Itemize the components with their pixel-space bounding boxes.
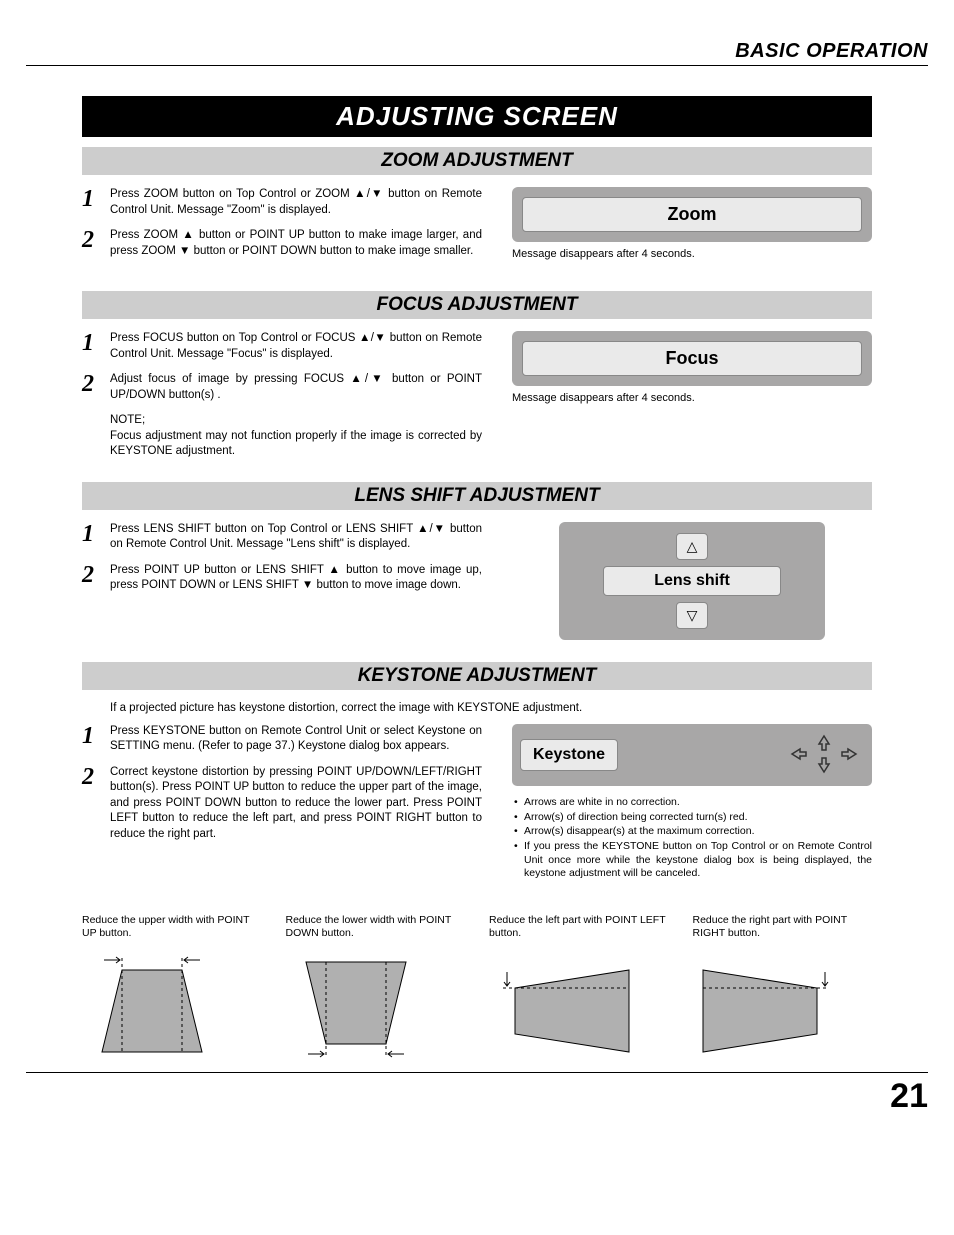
page-number: 21 [26, 1072, 928, 1116]
focus-note: Focus adjustment may not function proper… [110, 430, 482, 458]
keystone-bullet: If you press the KEYSTONE button on Top … [524, 840, 872, 881]
zoom-step2: Press ZOOM ▲ button or POINT UP button t… [110, 228, 482, 259]
keystone-osd: Keystone [512, 724, 872, 786]
focus-note-label: NOTE; [110, 414, 145, 426]
step-number: 1 [82, 724, 98, 755]
keystone-arrows-icon [784, 732, 864, 778]
zoom-osd: Zoom [512, 187, 872, 242]
diagram-label: Reduce the upper width with POINT UP but… [82, 914, 262, 942]
keystone-intro: If a projected picture has keystone dist… [110, 702, 872, 714]
trapezoid-right-icon [693, 952, 843, 1062]
step-number: 1 [82, 187, 98, 218]
lens-osd-label: Lens shift [603, 566, 781, 596]
section-header: BASIC OPERATION [26, 40, 928, 66]
focus-heading: FOCUS ADJUSTMENT [82, 291, 872, 319]
keystone-bullet: Arrow(s) disappear(s) at the maximum cor… [524, 825, 872, 839]
step-number: 2 [82, 372, 98, 403]
zoom-osd-caption: Message disappears after 4 seconds. [512, 248, 872, 260]
trapezoid-down-icon [286, 952, 426, 1062]
keystone-bullet: Arrow(s) of direction being corrected tu… [524, 811, 872, 825]
step-number: 1 [82, 522, 98, 553]
keystone-notes: Arrows are white in no correction. Arrow… [512, 796, 872, 881]
keystone-step1: Press KEYSTONE button on Remote Control … [110, 724, 482, 755]
lens-step1: Press LENS SHIFT button on Top Control o… [110, 522, 482, 553]
lens-osd: △ Lens shift ▽ [559, 522, 825, 640]
focus-osd: Focus [512, 331, 872, 386]
diagram-label: Reduce the left part with POINT LEFT but… [489, 914, 669, 942]
trapezoid-up-icon [82, 952, 222, 1062]
keystone-osd-label: Keystone [520, 739, 618, 771]
keystone-step2: Correct keystone distortion by pressing … [110, 765, 482, 843]
lens-heading: LENS SHIFT ADJUSTMENT [82, 482, 872, 510]
zoom-heading: ZOOM ADJUSTMENT [82, 147, 872, 175]
keystone-diagrams: Reduce the upper width with POINT UP but… [82, 914, 872, 1062]
triangle-up-icon: △ [676, 533, 709, 560]
step-number: 1 [82, 331, 98, 362]
focus-osd-label: Focus [522, 341, 862, 376]
page-title: ADJUSTING SCREEN [82, 96, 872, 137]
focus-osd-caption: Message disappears after 4 seconds. [512, 392, 872, 404]
focus-step1: Press FOCUS button on Top Control or FOC… [110, 331, 482, 362]
step-number: 2 [82, 563, 98, 594]
lens-step2: Press POINT UP button or LENS SHIFT ▲ bu… [110, 563, 482, 594]
focus-step2: Adjust focus of image by pressing FOCUS … [110, 372, 482, 403]
diagram-label: Reduce the right part with POINT RIGHT b… [693, 914, 873, 942]
step-number: 2 [82, 228, 98, 259]
step-number: 2 [82, 765, 98, 843]
keystone-bullet: Arrows are white in no correction. [524, 796, 872, 810]
triangle-down-icon: ▽ [676, 602, 709, 629]
zoom-step1: Press ZOOM button on Top Control or ZOOM… [110, 187, 482, 218]
diagram-label: Reduce the lower width with POINT DOWN b… [286, 914, 466, 942]
trapezoid-left-icon [489, 952, 639, 1062]
keystone-heading: KEYSTONE ADJUSTMENT [82, 662, 872, 690]
zoom-osd-label: Zoom [522, 197, 862, 232]
